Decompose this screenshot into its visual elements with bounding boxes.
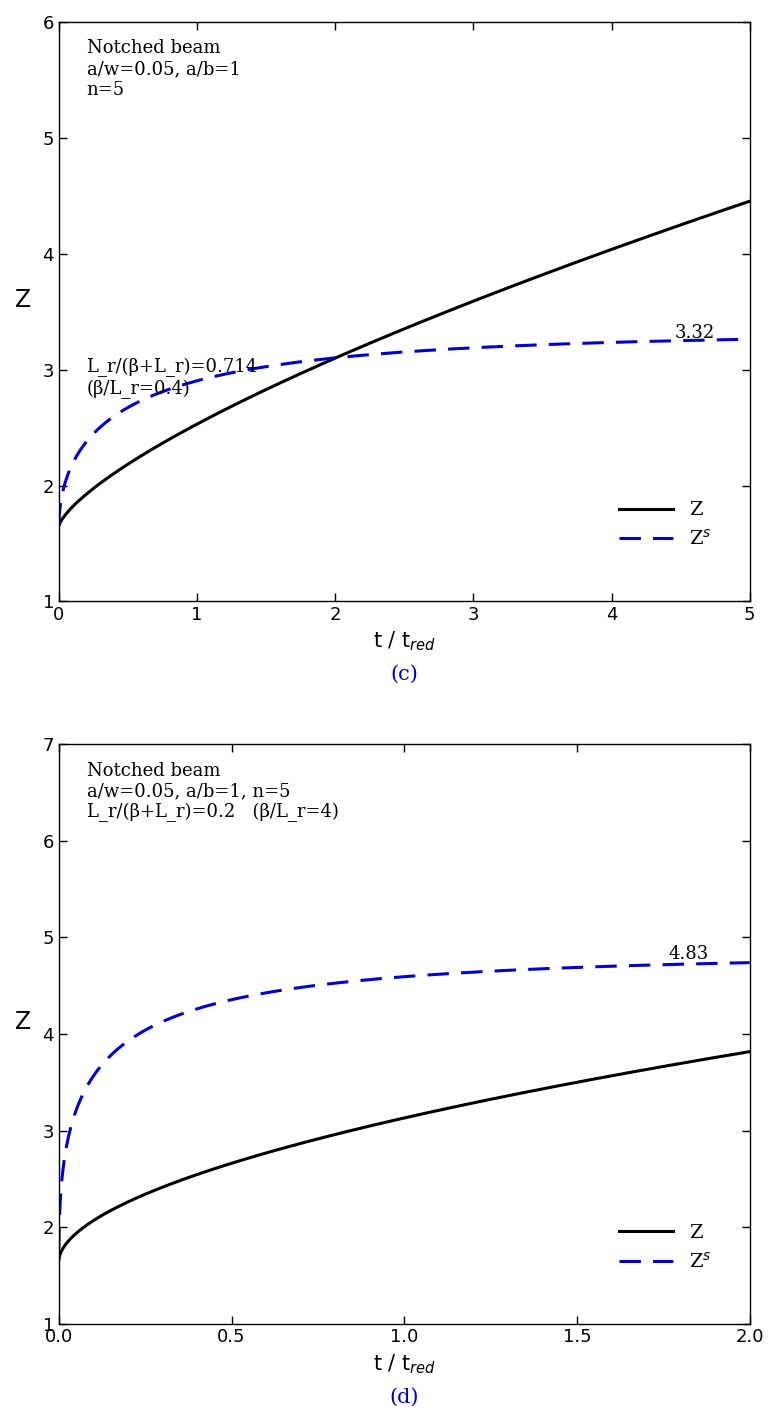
Y-axis label: Z: Z: [15, 288, 31, 312]
Text: 3.32: 3.32: [675, 323, 715, 342]
Text: (d): (d): [390, 1388, 419, 1406]
Text: L_r/(β+L_r)=0.714
(β/L_r=0.4): L_r/(β+L_r)=0.714 (β/L_r=0.4): [86, 359, 258, 400]
Y-axis label: Z: Z: [15, 1010, 31, 1034]
Legend: Z, Z$^s$: Z, Z$^s$: [612, 494, 719, 556]
Text: 4.83: 4.83: [668, 945, 708, 963]
Text: Notched beam
a/w=0.05, a/b=1, n=5
L_r/(β+L_r)=0.2   (β/L_r=4): Notched beam a/w=0.05, a/b=1, n=5 L_r/(β…: [86, 761, 338, 822]
X-axis label: t / t$_{red}$: t / t$_{red}$: [372, 630, 436, 654]
X-axis label: t / t$_{red}$: t / t$_{red}$: [372, 1353, 436, 1375]
Text: (c): (c): [390, 665, 418, 685]
Text: Notched beam
a/w=0.05, a/b=1
n=5: Notched beam a/w=0.05, a/b=1 n=5: [86, 40, 241, 99]
Legend: Z, Z$^s$: Z, Z$^s$: [612, 1216, 719, 1279]
